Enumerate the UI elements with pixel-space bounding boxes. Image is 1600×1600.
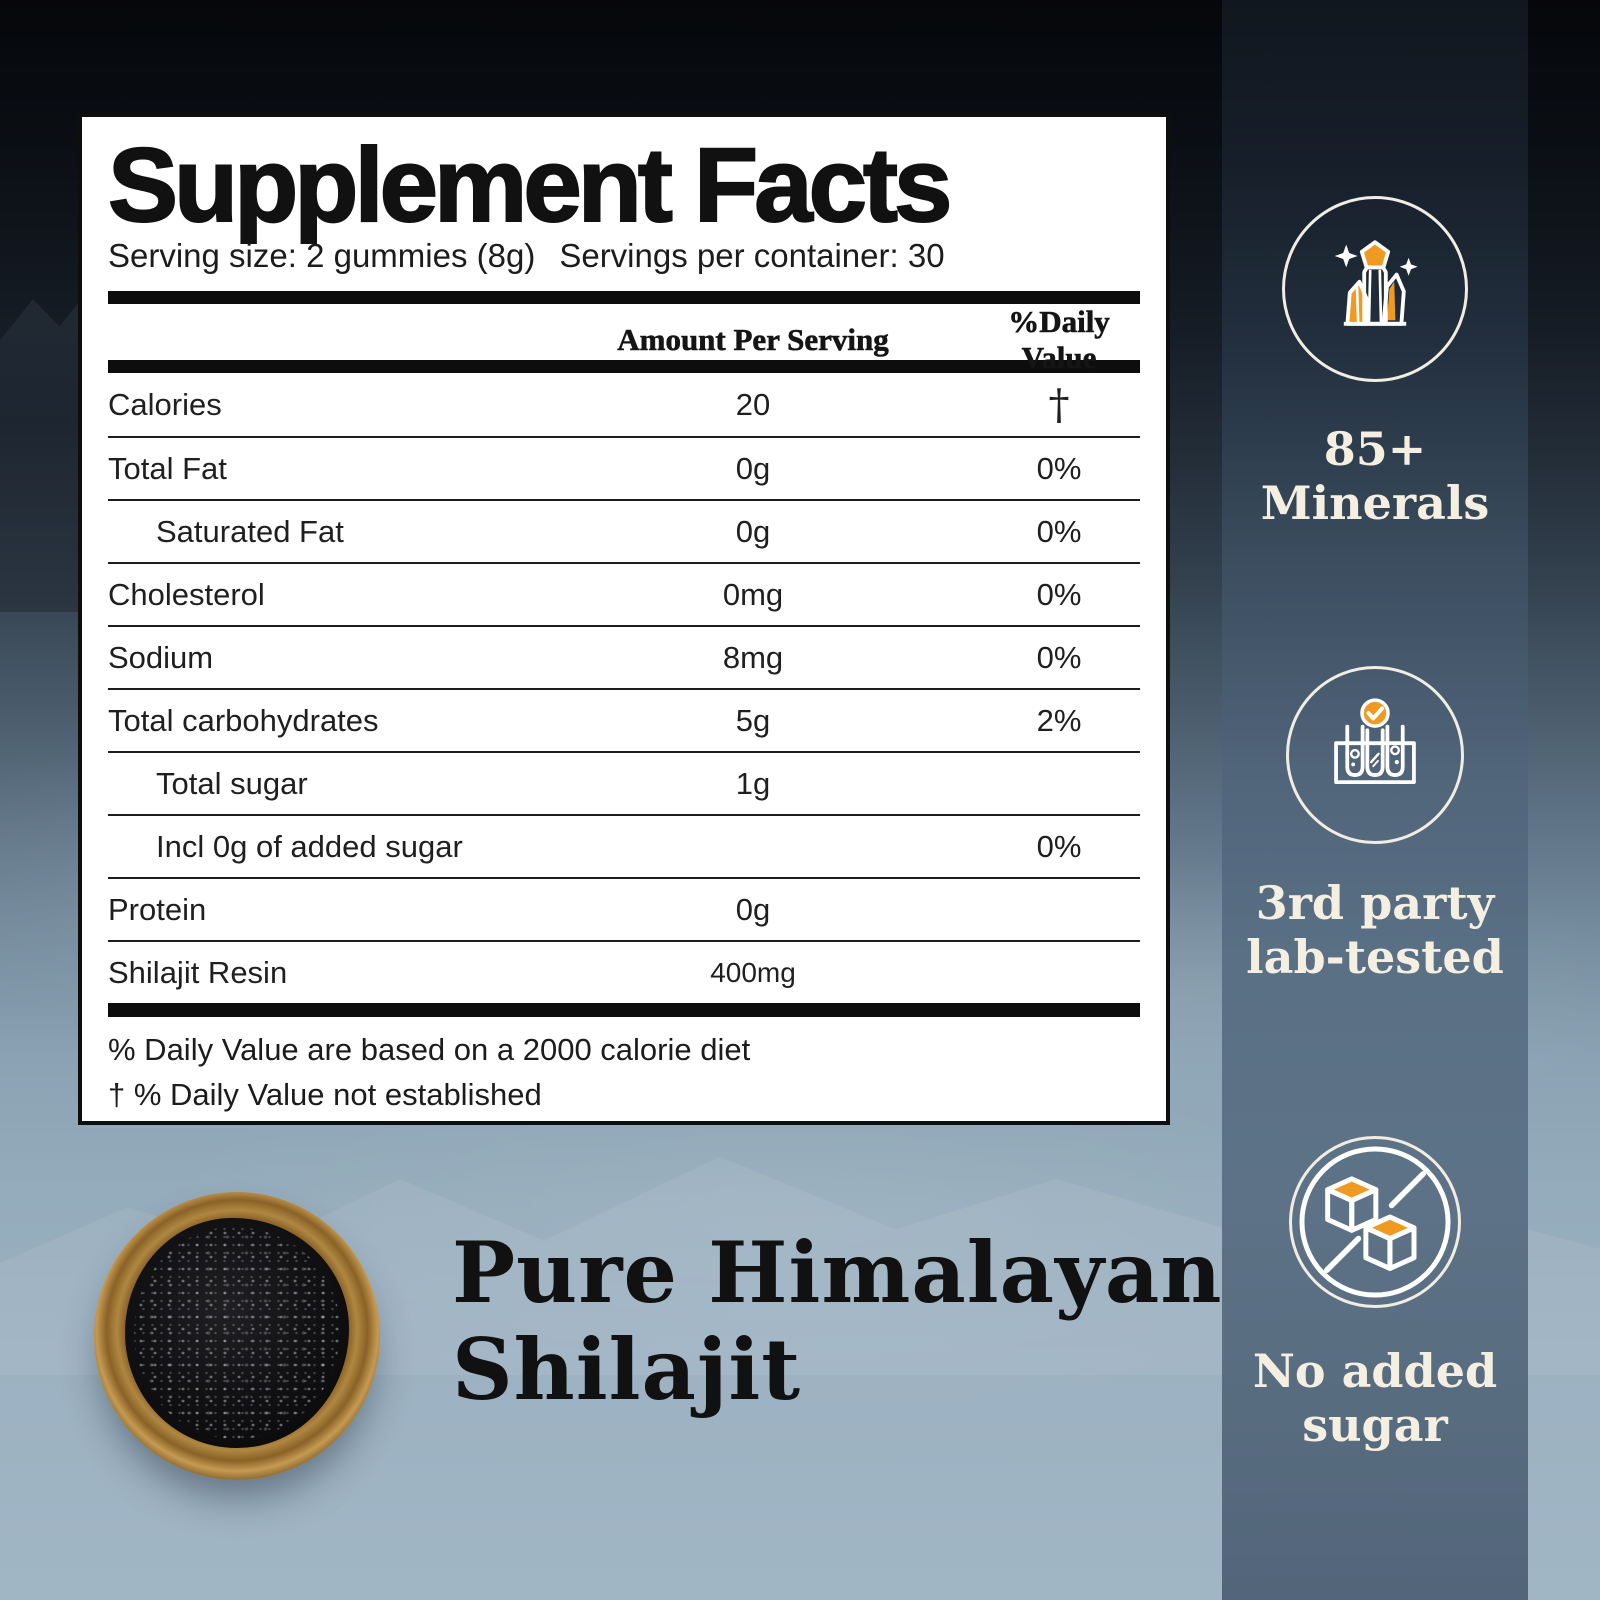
table-row-shilajit-resin: Shilajit Resin 400mg [108,940,1140,1003]
col-header-daily-value: %Daily Value [1008,304,1110,376]
crystals-icon [1282,196,1468,382]
nutrition-table: Calories 20 † Total Fat 0g 0% Saturated … [108,373,1140,1003]
divider-bar-bottom [108,1003,1140,1017]
feature-minerals-label: 85+ Minerals [1260,422,1490,531]
table-row-total-sugar: Total sugar 1g [108,751,1140,814]
feature-no-sugar-label: No added sugar [1252,1344,1498,1453]
footnotes: % Daily Value are based on a 2000 calori… [108,1017,1140,1117]
tagline-line-1: Pure Himalayan [452,1223,1223,1322]
feature-minerals: 85+ Minerals [1222,196,1528,531]
dagger-symbol: † [1048,380,1070,429]
serving-info: Serving size: 2 gummies (8g) Servings pe… [108,229,1140,275]
feature-no-sugar: No added sugar [1222,1136,1528,1453]
product-tagline: Pure Himalayan Shilajit [452,1224,1222,1419]
table-row-saturated-fat: Saturated Fat 0g 0% [108,499,1140,562]
panel-title: Supplement Facts [107,126,953,244]
feature-lab-tested-label: 3rd party lab-tested [1246,876,1504,985]
supplement-facts-panel: Supplement Facts Serving size: 2 gummies… [78,113,1170,1125]
table-row-protein: Protein 0g [108,877,1140,940]
table-row-sodium: Sodium 8mg 0% [108,625,1140,688]
col-header-amount: Amount Per Serving [617,322,889,358]
footnote-dagger: † % Daily Value not established [108,1077,542,1112]
divider-bar-top [108,291,1140,304]
servings-per-container: Servings per container: 30 [559,237,945,274]
lab-test-icon [1286,666,1464,844]
shilajit-bowl-image [94,1192,380,1480]
table-row-cholesterol: Cholesterol 0mg 0% [108,562,1140,625]
table-row-total-carbohydrates: Total carbohydrates 5g 2% [108,688,1140,751]
shilajit-resin-contents [125,1217,349,1449]
table-row-calories: Calories 20 † [108,373,1140,436]
table-header-row: Amount Per Serving %Daily Value [108,304,1140,376]
serving-size: Serving size: 2 gummies (8g) [108,237,536,274]
no-sugar-icon [1289,1136,1461,1308]
footnote-daily-value: % Daily Value are based on a 2000 calori… [108,1032,751,1067]
tagline-line-2: Shilajit [452,1320,802,1420]
table-row-total-fat: Total Fat 0g 0% [108,436,1140,499]
divider-bar-header [108,360,1140,373]
feature-lab-tested: 3rd party lab-tested [1222,666,1528,985]
table-row-added-sugar: Incl 0g of added sugar 0% [108,814,1140,877]
